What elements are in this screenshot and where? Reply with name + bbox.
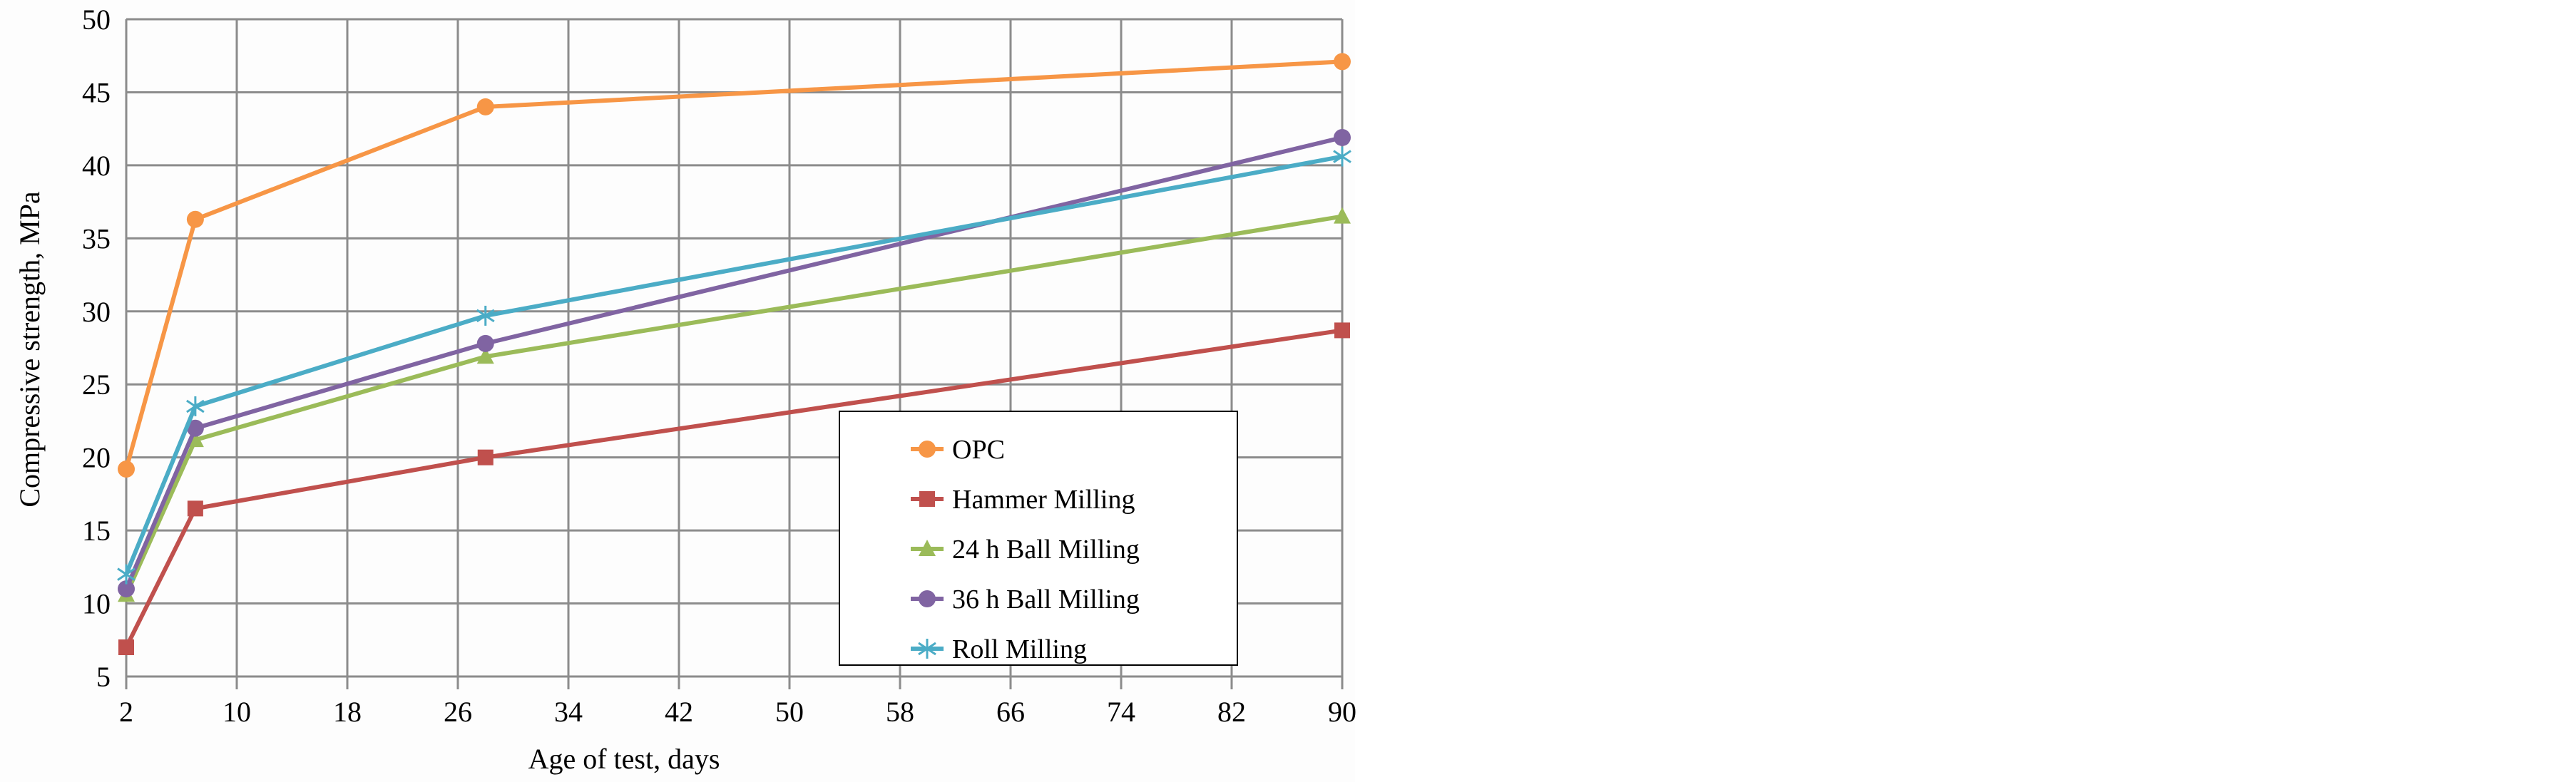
- marker-circle: [1334, 128, 1351, 146]
- legend-item: OPC: [911, 435, 1005, 465]
- series-hammer-milling: [118, 322, 1350, 656]
- x-axis-title: Age of test, days: [528, 743, 720, 775]
- y-tick-label: 50: [82, 4, 111, 36]
- x-tick-label: 2: [119, 696, 133, 728]
- marker-circle: [476, 98, 494, 115]
- legend-item: 36 h Ball Milling: [911, 585, 1140, 614]
- series-36-h-ball-milling: [118, 128, 1351, 598]
- y-tick-label: 5: [96, 661, 111, 693]
- marker-circle: [118, 461, 135, 478]
- marker-square: [187, 500, 203, 517]
- marker-star: [476, 305, 495, 326]
- marker-square: [919, 491, 935, 507]
- y-tick-label: 25: [82, 369, 111, 401]
- marker-triangle: [919, 540, 936, 556]
- x-tick-label: 26: [444, 696, 472, 728]
- marker-circle: [118, 580, 135, 598]
- x-tick-label: 42: [665, 696, 693, 728]
- x-tick-label: 90: [1328, 696, 1356, 728]
- legend-label: 36 h Ball Milling: [952, 585, 1140, 614]
- legend: OPC Hammer Milling 24 h Ball Milling 36 h B…: [839, 411, 1238, 666]
- y-tick-label: 40: [82, 150, 111, 182]
- marker-star: [186, 396, 205, 416]
- x-tick-label: 50: [775, 696, 804, 728]
- marker-star-stroke: [918, 642, 936, 656]
- series-roll-milling: [117, 146, 1351, 585]
- marker-star: [918, 639, 936, 659]
- legend-box: [839, 411, 1238, 666]
- y-tick-label: 15: [82, 515, 111, 547]
- marker-circle: [186, 210, 204, 228]
- marker-circle: [919, 590, 936, 607]
- marker-star-stroke: [1333, 150, 1351, 163]
- marker-star: [1333, 146, 1351, 167]
- x-tick-label: 34: [554, 696, 583, 728]
- legend-item: Hammer Milling: [911, 485, 1135, 515]
- marker-star-stroke: [186, 399, 205, 413]
- y-tick-label: 35: [82, 222, 111, 254]
- series-opc: [118, 53, 1351, 478]
- y-tick-label: 20: [82, 442, 111, 474]
- marker-star: [117, 564, 136, 585]
- series-line: [124, 154, 1343, 575]
- x-tick-label: 74: [1107, 696, 1135, 728]
- legend-item: 24 h Ball Milling: [911, 535, 1140, 565]
- tick-labels: 5 10 15 20 25 30 35 40 45 50 2 10 18 26 34 42 50 58 66 74 82…: [82, 4, 1356, 728]
- series-line: [124, 135, 1343, 590]
- series-line: [124, 59, 1343, 470]
- series-line: [124, 328, 1343, 649]
- legend-label: OPC: [952, 435, 1005, 465]
- legend-item: Roll Milling: [911, 634, 1087, 664]
- y-axis-title: Compressive strength, MPa: [14, 191, 46, 508]
- legend-label: 24 h Ball Milling: [952, 535, 1140, 565]
- marker-triangle: [1334, 207, 1351, 224]
- marker-square: [1334, 322, 1350, 339]
- series-group: [117, 53, 1351, 656]
- x-tick-label: 10: [223, 696, 251, 728]
- y-tick-label: 10: [82, 588, 111, 620]
- marker-square: [477, 449, 494, 465]
- marker-circle: [476, 334, 494, 352]
- series-line: [124, 214, 1343, 596]
- marker-star-stroke: [476, 309, 495, 323]
- x-tick-label: 18: [333, 696, 362, 728]
- x-tick-label: 66: [996, 696, 1025, 728]
- marker-circle: [1334, 53, 1351, 71]
- legend-label: Hammer Milling: [952, 485, 1135, 515]
- marker-triangle: [476, 347, 494, 364]
- marker-star-stroke: [117, 567, 136, 581]
- x-tick-label: 58: [886, 696, 914, 728]
- marker-circle: [919, 441, 936, 458]
- marker-square: [118, 639, 134, 656]
- y-tick-label: 30: [82, 296, 111, 328]
- y-tick-label: 45: [82, 76, 111, 108]
- marker-circle: [186, 419, 204, 437]
- x-tick-label: 82: [1217, 696, 1246, 728]
- legend-label: Roll Milling: [952, 634, 1087, 664]
